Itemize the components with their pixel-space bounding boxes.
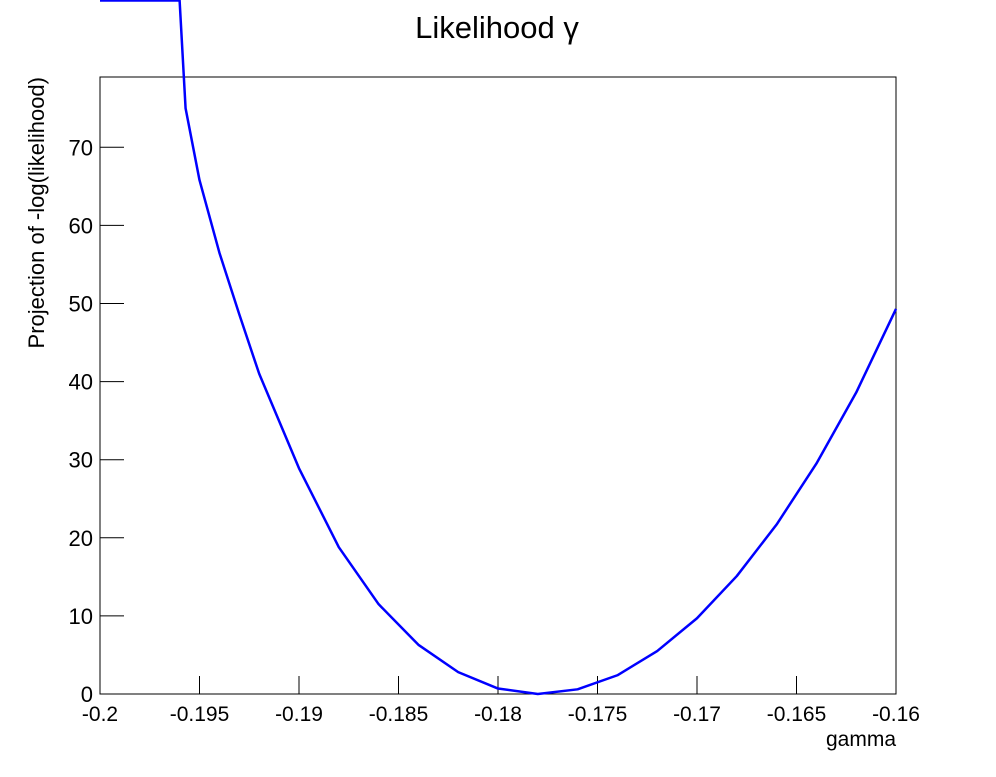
chart-title: Likelihood γ [415,10,579,45]
data-line [100,0,898,696]
x-tick-label: -0.17 [673,703,721,726]
y-tick-label: 30 [69,448,93,473]
y-tick-label: 40 [69,370,93,395]
y-tick-label: 0 [81,682,93,707]
x-tick-label: -0.2 [82,703,118,726]
x-axis-label: gamma [826,728,896,751]
y-tick-label: 20 [69,526,93,551]
x-tick-label: -0.16 [872,703,920,726]
plot-frame [99,76,897,695]
x-tick-label: -0.195 [170,703,230,726]
x-tick-label: -0.18 [474,703,522,726]
y-tick-label: 50 [69,291,93,316]
y-tick-label: 70 [69,135,93,160]
x-tick-label: -0.19 [275,703,323,726]
x-tick-label: -0.175 [568,703,628,726]
y-tick-label: 10 [69,604,93,629]
x-tick-label: -0.185 [369,703,429,726]
y-axis-label: Projection of -log(likelihood) [24,77,49,348]
y-tick-label: 60 [69,213,93,238]
x-tick-label: -0.165 [767,703,827,726]
